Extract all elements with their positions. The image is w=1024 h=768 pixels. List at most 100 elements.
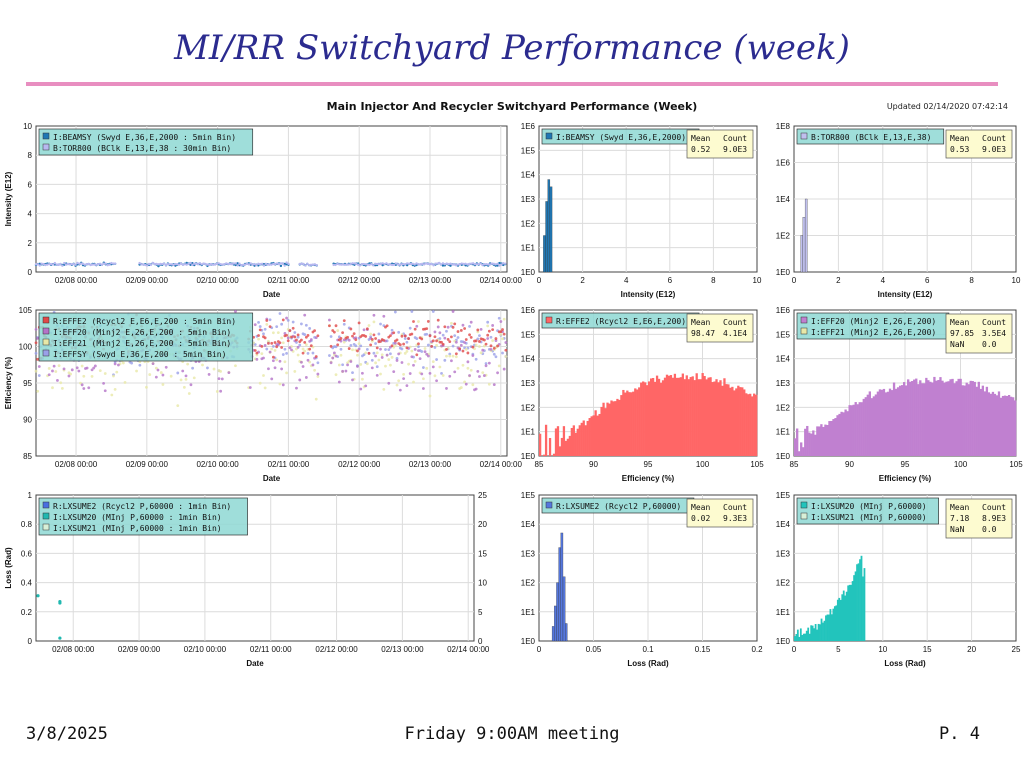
data-point xyxy=(174,262,177,266)
x-tick-label: 02/14 00:00 xyxy=(447,645,490,654)
y-tick-label: 1E1 xyxy=(776,608,791,617)
data-point xyxy=(483,263,486,266)
data-point xyxy=(316,375,320,378)
data-point xyxy=(153,262,156,266)
histogram-bar xyxy=(539,433,542,456)
data-point xyxy=(144,263,147,267)
data-point xyxy=(415,324,419,328)
stats-box: Mean Count 98.47 4.1E4 xyxy=(686,313,754,343)
data-point xyxy=(365,347,369,351)
histogram-bar xyxy=(953,383,956,456)
data-point xyxy=(211,263,215,266)
data-point xyxy=(453,322,457,326)
data-point xyxy=(248,386,252,389)
data-point xyxy=(407,337,410,340)
histogram-bar xyxy=(618,399,621,456)
legend-swatch xyxy=(545,501,553,509)
chart-svg: 0 5 10 15 20 25 1E0 1E1 1E2 1E3 1E4 1E5 Loss (Rad) I:… xyxy=(776,491,1021,668)
data-point xyxy=(423,347,427,350)
data-point xyxy=(370,366,374,370)
histogram-bar xyxy=(955,381,958,456)
histogram-bar xyxy=(565,623,568,642)
histogram-bar xyxy=(857,563,860,641)
data-point xyxy=(123,381,127,384)
legend: I:BEAMSY (Swyd E,36,E,2000 : 5min Bin) B:… xyxy=(38,128,254,156)
chart-svg: 0 2 4 6 8 10 1E0 1E2 1E4 1E6 1E8 Intensity (E12) B:T… xyxy=(776,122,1021,299)
histogram-bar xyxy=(862,398,865,456)
histogram-bar xyxy=(874,394,878,456)
data-point xyxy=(381,263,384,267)
data-point xyxy=(441,264,445,267)
histogram-bar xyxy=(572,425,575,456)
data-point xyxy=(367,351,371,355)
data-point xyxy=(57,263,60,266)
stats-cell: Count xyxy=(723,503,747,512)
x-tick-label: 02/10 00:00 xyxy=(184,645,227,654)
data-point xyxy=(423,350,427,354)
histogram-bar xyxy=(711,382,714,456)
data-point xyxy=(278,382,282,386)
histogram-bar xyxy=(709,377,712,456)
data-point xyxy=(296,335,300,339)
x-tick-label: 100 xyxy=(696,460,710,469)
histogram-bar xyxy=(596,415,599,456)
histogram-bar xyxy=(862,576,864,641)
histogram-bar xyxy=(943,382,946,456)
data-point xyxy=(283,332,287,335)
data-point xyxy=(447,262,450,266)
x-tick-label: 90 xyxy=(845,460,854,469)
data-point xyxy=(417,342,420,346)
data-point xyxy=(470,262,473,265)
data-point xyxy=(393,310,397,314)
histogram-bar xyxy=(814,624,817,641)
data-point xyxy=(102,262,106,265)
data-point xyxy=(494,337,498,340)
data-point xyxy=(314,397,318,401)
chart-svg: 85 90 95 100 105 1E0 1E1 1E2 1E3 1E4 1E5 1E6 Efficie… xyxy=(776,306,1023,483)
data-point xyxy=(304,343,308,347)
data-point xyxy=(356,263,360,267)
histogram-bar xyxy=(844,595,847,641)
data-point xyxy=(93,263,96,266)
data-point xyxy=(191,263,194,267)
legend-box xyxy=(38,312,254,362)
data-point xyxy=(301,351,305,355)
data-point xyxy=(159,371,163,374)
data-point xyxy=(375,262,379,266)
data-point xyxy=(395,359,399,362)
histogram-bar xyxy=(804,428,807,456)
data-point xyxy=(403,337,407,340)
data-point xyxy=(459,329,463,332)
data-point xyxy=(334,373,338,377)
stats-cell: NaN xyxy=(950,340,965,349)
histogram-bar xyxy=(898,385,902,456)
data-point xyxy=(441,342,445,346)
data-point xyxy=(313,329,316,333)
data-point xyxy=(478,345,481,348)
data-point xyxy=(264,262,268,266)
histogram-bar xyxy=(828,614,830,641)
data-point xyxy=(331,356,335,360)
eff20-efficiency-histogram: 85 90 95 100 105 1E0 1E1 1E2 1E3 1E4 1E5 1E6 Efficie… xyxy=(760,302,1024,492)
data-point xyxy=(359,344,363,348)
data-point xyxy=(315,263,318,267)
stats-cell: Count xyxy=(723,318,747,327)
x-tick-label: 02/08 00:00 xyxy=(55,460,98,469)
histogram-bar xyxy=(796,629,799,641)
data-point xyxy=(494,339,498,342)
data-point xyxy=(64,263,68,266)
data-point xyxy=(77,369,81,373)
data-point xyxy=(225,262,228,265)
data-point xyxy=(415,353,419,357)
data-point xyxy=(347,347,351,350)
histogram-bar xyxy=(995,395,999,456)
data-point xyxy=(484,362,488,365)
data-point xyxy=(397,379,401,383)
histogram-bar xyxy=(735,388,738,456)
data-point xyxy=(208,263,211,267)
data-point xyxy=(270,341,274,345)
data-point xyxy=(413,348,417,351)
y-tick-label: 1E3 xyxy=(521,549,536,558)
histogram-bar xyxy=(739,387,742,456)
data-point xyxy=(341,369,345,373)
